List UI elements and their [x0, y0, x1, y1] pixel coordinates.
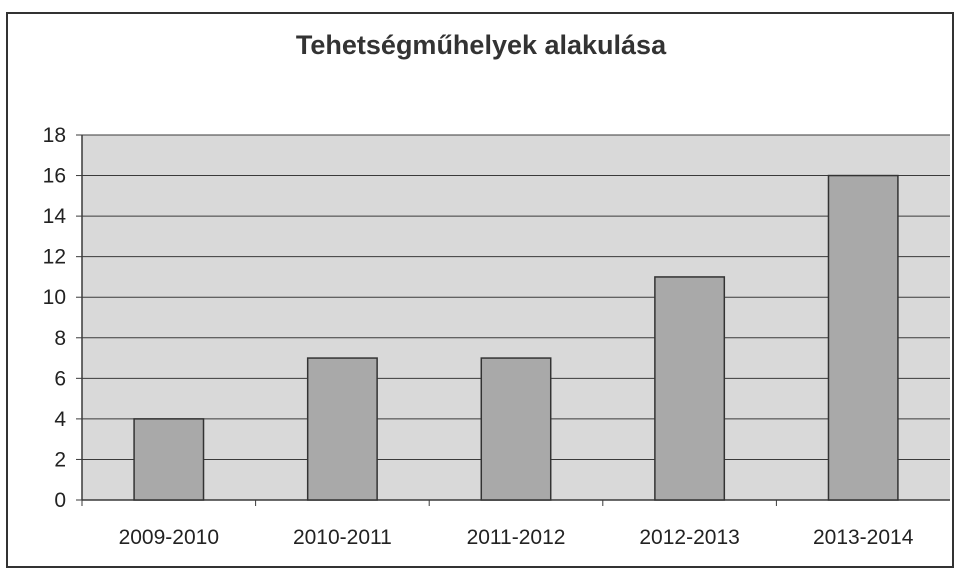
- y-tick-label: 6: [54, 367, 66, 390]
- y-tick-label: 8: [54, 327, 66, 350]
- x-tick-label: 2009-2010: [119, 526, 219, 549]
- y-tick-label: 16: [43, 165, 66, 188]
- bar: [480, 357, 552, 501]
- bar: [827, 174, 899, 501]
- chart-title: Tehetségműhelyek alakulása: [295, 30, 667, 60]
- x-tick-label: 2012-2013: [639, 526, 739, 549]
- y-tick-label: 2: [54, 448, 66, 471]
- y-tick-label: 14: [43, 205, 67, 228]
- y-tick-label: 0: [54, 489, 66, 512]
- x-tick-labels: 2009-2010 2010-2011 2011-2012 2012-2013 2013…: [119, 526, 914, 549]
- x-tick-label: 2011-2012: [467, 526, 566, 549]
- y-tick-label: 12: [43, 246, 66, 269]
- bar: [133, 418, 205, 501]
- bar: [654, 276, 726, 501]
- x-tick-label: 2010-2011: [293, 526, 392, 549]
- y-tick-label: 10: [43, 286, 66, 309]
- x-tick-label: 2013-2014: [813, 526, 914, 549]
- y-tick-label: 4: [54, 408, 66, 431]
- bar: [306, 357, 378, 501]
- y-tick-labels: 0 2 4 6 8 10 12 14 16 18: [43, 124, 67, 512]
- bars: [133, 174, 899, 501]
- y-tick-label: 18: [43, 124, 66, 147]
